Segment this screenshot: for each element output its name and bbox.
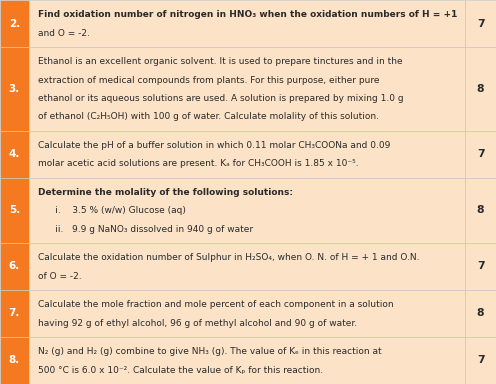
- Text: 7: 7: [477, 356, 485, 366]
- Bar: [465, 290, 496, 337]
- Text: 500 °C is 6.0 x 10⁻². Calculate the value of Kₚ for this reaction.: 500 °C is 6.0 x 10⁻². Calculate the valu…: [38, 366, 323, 375]
- Bar: [0, 337, 29, 384]
- Text: ethanol or its aqueous solutions are used. A solution is prepared by mixing 1.0 : ethanol or its aqueous solutions are use…: [38, 94, 403, 103]
- Text: and O = -2.: and O = -2.: [38, 29, 90, 38]
- Text: 6.: 6.: [9, 262, 20, 271]
- Text: N₂ (g) and H₂ (g) combine to give NH₃ (g). The value of Kₑ in this reaction at: N₂ (g) and H₂ (g) combine to give NH₃ (g…: [38, 348, 381, 356]
- Text: i.    3.5 % (w/w) Glucose (aq): i. 3.5 % (w/w) Glucose (aq): [38, 206, 186, 215]
- Bar: [29, 0, 465, 47]
- Text: 5.: 5.: [9, 205, 20, 215]
- Text: extraction of medical compounds from plants. For this purpose, either pure: extraction of medical compounds from pla…: [38, 76, 379, 85]
- Bar: [0, 178, 29, 243]
- Bar: [29, 178, 465, 243]
- Text: 7: 7: [477, 262, 485, 271]
- Bar: [0, 131, 29, 178]
- Text: ii.   9.9 g NaNO₃ dissolved in 940 g of water: ii. 9.9 g NaNO₃ dissolved in 940 g of wa…: [38, 225, 253, 233]
- Bar: [465, 47, 496, 131]
- Text: of O = -2.: of O = -2.: [38, 271, 81, 281]
- Text: 4.: 4.: [9, 149, 20, 159]
- Text: 8.: 8.: [9, 356, 20, 366]
- Text: 8: 8: [477, 205, 485, 215]
- Bar: [0, 243, 29, 290]
- Text: molar acetic acid solutions are present. Kₐ for CH₃COOH is 1.85 x 10⁻⁵.: molar acetic acid solutions are present.…: [38, 159, 359, 168]
- Bar: [29, 47, 465, 131]
- Bar: [29, 337, 465, 384]
- Bar: [465, 131, 496, 178]
- Text: of ethanol (C₂H₅OH) with 100 g of water. Calculate molality of this solution.: of ethanol (C₂H₅OH) with 100 g of water.…: [38, 112, 379, 121]
- Text: 7: 7: [477, 149, 485, 159]
- Text: 8: 8: [477, 84, 485, 94]
- Bar: [465, 243, 496, 290]
- Bar: [0, 0, 29, 47]
- Bar: [465, 0, 496, 47]
- Bar: [29, 131, 465, 178]
- Text: 3.: 3.: [9, 84, 20, 94]
- Bar: [0, 47, 29, 131]
- Text: 2.: 2.: [9, 18, 20, 28]
- Text: 7: 7: [477, 18, 485, 28]
- Text: Find oxidation number of nitrogen in HNO₃ when the oxidation numbers of H = +1: Find oxidation number of nitrogen in HNO…: [38, 10, 457, 20]
- Text: Calculate the oxidation number of Sulphur in H₂SO₄, when O. N. of H = + 1 and O.: Calculate the oxidation number of Sulphu…: [38, 253, 419, 262]
- Text: 7.: 7.: [9, 308, 20, 318]
- Text: Ethanol is an excellent organic solvent. It is used to prepare tinctures and in : Ethanol is an excellent organic solvent.…: [38, 58, 402, 66]
- Bar: [29, 290, 465, 337]
- Text: 8: 8: [477, 308, 485, 318]
- Text: having 92 g of ethyl alcohol, 96 g of methyl alcohol and 90 g of water.: having 92 g of ethyl alcohol, 96 g of me…: [38, 319, 357, 328]
- Text: Determine the molality of the following solutions:: Determine the molality of the following …: [38, 188, 293, 197]
- Bar: [29, 243, 465, 290]
- Bar: [0, 290, 29, 337]
- Text: Calculate the pH of a buffer solution in which 0.11 molar CH₃COONa and 0.09: Calculate the pH of a buffer solution in…: [38, 141, 390, 150]
- Text: Calculate the mole fraction and mole percent of each component in a solution: Calculate the mole fraction and mole per…: [38, 300, 393, 310]
- Bar: [465, 178, 496, 243]
- Bar: [465, 337, 496, 384]
